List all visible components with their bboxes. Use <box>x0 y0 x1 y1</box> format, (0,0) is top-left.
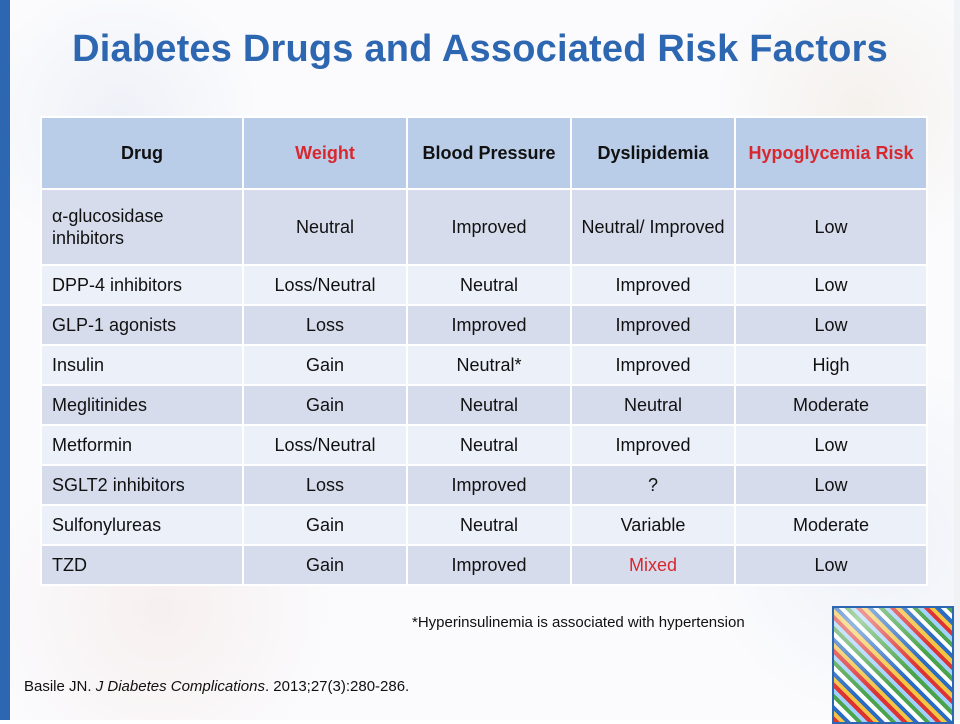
cell-dyslipidemia: ? <box>570 464 736 506</box>
table-row: Meglitinides Gain Neutral Neutral Modera… <box>40 384 928 426</box>
citation-journal: J Diabetes Complications <box>95 678 265 695</box>
cell-weight: Neutral <box>242 188 408 266</box>
cell-hypoglycemia-risk: High <box>734 344 928 386</box>
cell-drug: SGLT2 inhibitors <box>40 464 244 506</box>
header-blood-pressure: Blood Pressure <box>406 116 572 190</box>
cell-dyslipidemia: Improved <box>570 424 736 466</box>
cell-dyslipidemia: Variable <box>570 504 736 546</box>
cell-dyslipidemia: Mixed <box>570 544 736 586</box>
cell-blood-pressure: Neutral <box>406 384 572 426</box>
table-row: α-glucosidase inhibitors Neutral Improve… <box>40 188 928 266</box>
cell-hypoglycemia-risk: Low <box>734 304 928 346</box>
cell-weight: Loss/Neutral <box>242 424 408 466</box>
cell-hypoglycemia-risk: Moderate <box>734 504 928 546</box>
cell-drug: GLP-1 agonists <box>40 304 244 346</box>
cell-weight: Loss <box>242 304 408 346</box>
cell-drug: Meglitinides <box>40 384 244 426</box>
cell-blood-pressure: Neutral* <box>406 344 572 386</box>
cell-dyslipidemia: Improved <box>570 304 736 346</box>
cell-drug: α-glucosidase inhibitors <box>40 188 244 266</box>
cell-weight: Gain <box>242 344 408 386</box>
cell-dyslipidemia: Neutral/ Improved <box>570 188 736 266</box>
header-dyslipidemia: Dyslipidemia <box>570 116 736 190</box>
cell-weight: Gain <box>242 504 408 546</box>
cell-hypoglycemia-risk: Moderate <box>734 384 928 426</box>
cell-dyslipidemia: Improved <box>570 344 736 386</box>
citation: Basile JN. J Diabetes Complications. 201… <box>24 678 409 695</box>
cell-weight: Loss <box>242 464 408 506</box>
corner-mosaic-image <box>832 606 954 724</box>
table-row: SGLT2 inhibitors Loss Improved ? Low <box>40 464 928 506</box>
header-weight: Weight <box>242 116 408 190</box>
cell-dyslipidemia: Neutral <box>570 384 736 426</box>
cell-drug: TZD <box>40 544 244 586</box>
header-hypoglycemia-risk: Hypoglycemia Risk <box>734 116 928 190</box>
table-row: Insulin Gain Neutral* Improved High <box>40 344 928 386</box>
cell-blood-pressure: Improved <box>406 188 572 266</box>
table-footnote: *Hyperinsulinemia is associated with hyp… <box>412 614 745 631</box>
slide-title: Diabetes Drugs and Associated Risk Facto… <box>72 28 888 70</box>
cell-drug: Insulin <box>40 344 244 386</box>
cell-dyslipidemia: Improved <box>570 264 736 306</box>
cell-hypoglycemia-risk: Low <box>734 544 928 586</box>
cell-drug: Sulfonylureas <box>40 504 244 546</box>
cell-drug: DPP-4 inhibitors <box>40 264 244 306</box>
cell-hypoglycemia-risk: Low <box>734 464 928 506</box>
header-drug: Drug <box>40 116 244 190</box>
table-row: DPP-4 inhibitors Loss/Neutral Neutral Im… <box>40 264 928 306</box>
citation-details: . 2013;27(3):280-286. <box>264 678 410 695</box>
cell-weight: Gain <box>242 384 408 426</box>
citation-author: Basile JN. <box>24 678 92 695</box>
table-header-row: Drug Weight Blood Pressure Dyslipidemia … <box>40 116 928 190</box>
drug-risk-table: Drug Weight Blood Pressure Dyslipidemia … <box>40 116 928 586</box>
cell-blood-pressure: Improved <box>406 544 572 586</box>
left-accent-bar <box>0 0 10 720</box>
table-row: Sulfonylureas Gain Neutral Variable Mode… <box>40 504 928 546</box>
table-row: TZD Gain Improved Mixed Low <box>40 544 928 586</box>
table-row: Metformin Loss/Neutral Neutral Improved … <box>40 424 928 466</box>
cell-blood-pressure: Improved <box>406 304 572 346</box>
cell-blood-pressure: Improved <box>406 464 572 506</box>
cell-drug: Metformin <box>40 424 244 466</box>
cell-hypoglycemia-risk: Low <box>734 188 928 266</box>
cell-hypoglycemia-risk: Low <box>734 264 928 306</box>
cell-weight: Gain <box>242 544 408 586</box>
cell-blood-pressure: Neutral <box>406 264 572 306</box>
cell-blood-pressure: Neutral <box>406 424 572 466</box>
right-edge <box>954 0 960 720</box>
cell-weight: Loss/Neutral <box>242 264 408 306</box>
table-row: GLP-1 agonists Loss Improved Improved Lo… <box>40 304 928 346</box>
cell-hypoglycemia-risk: Low <box>734 424 928 466</box>
cell-blood-pressure: Neutral <box>406 504 572 546</box>
